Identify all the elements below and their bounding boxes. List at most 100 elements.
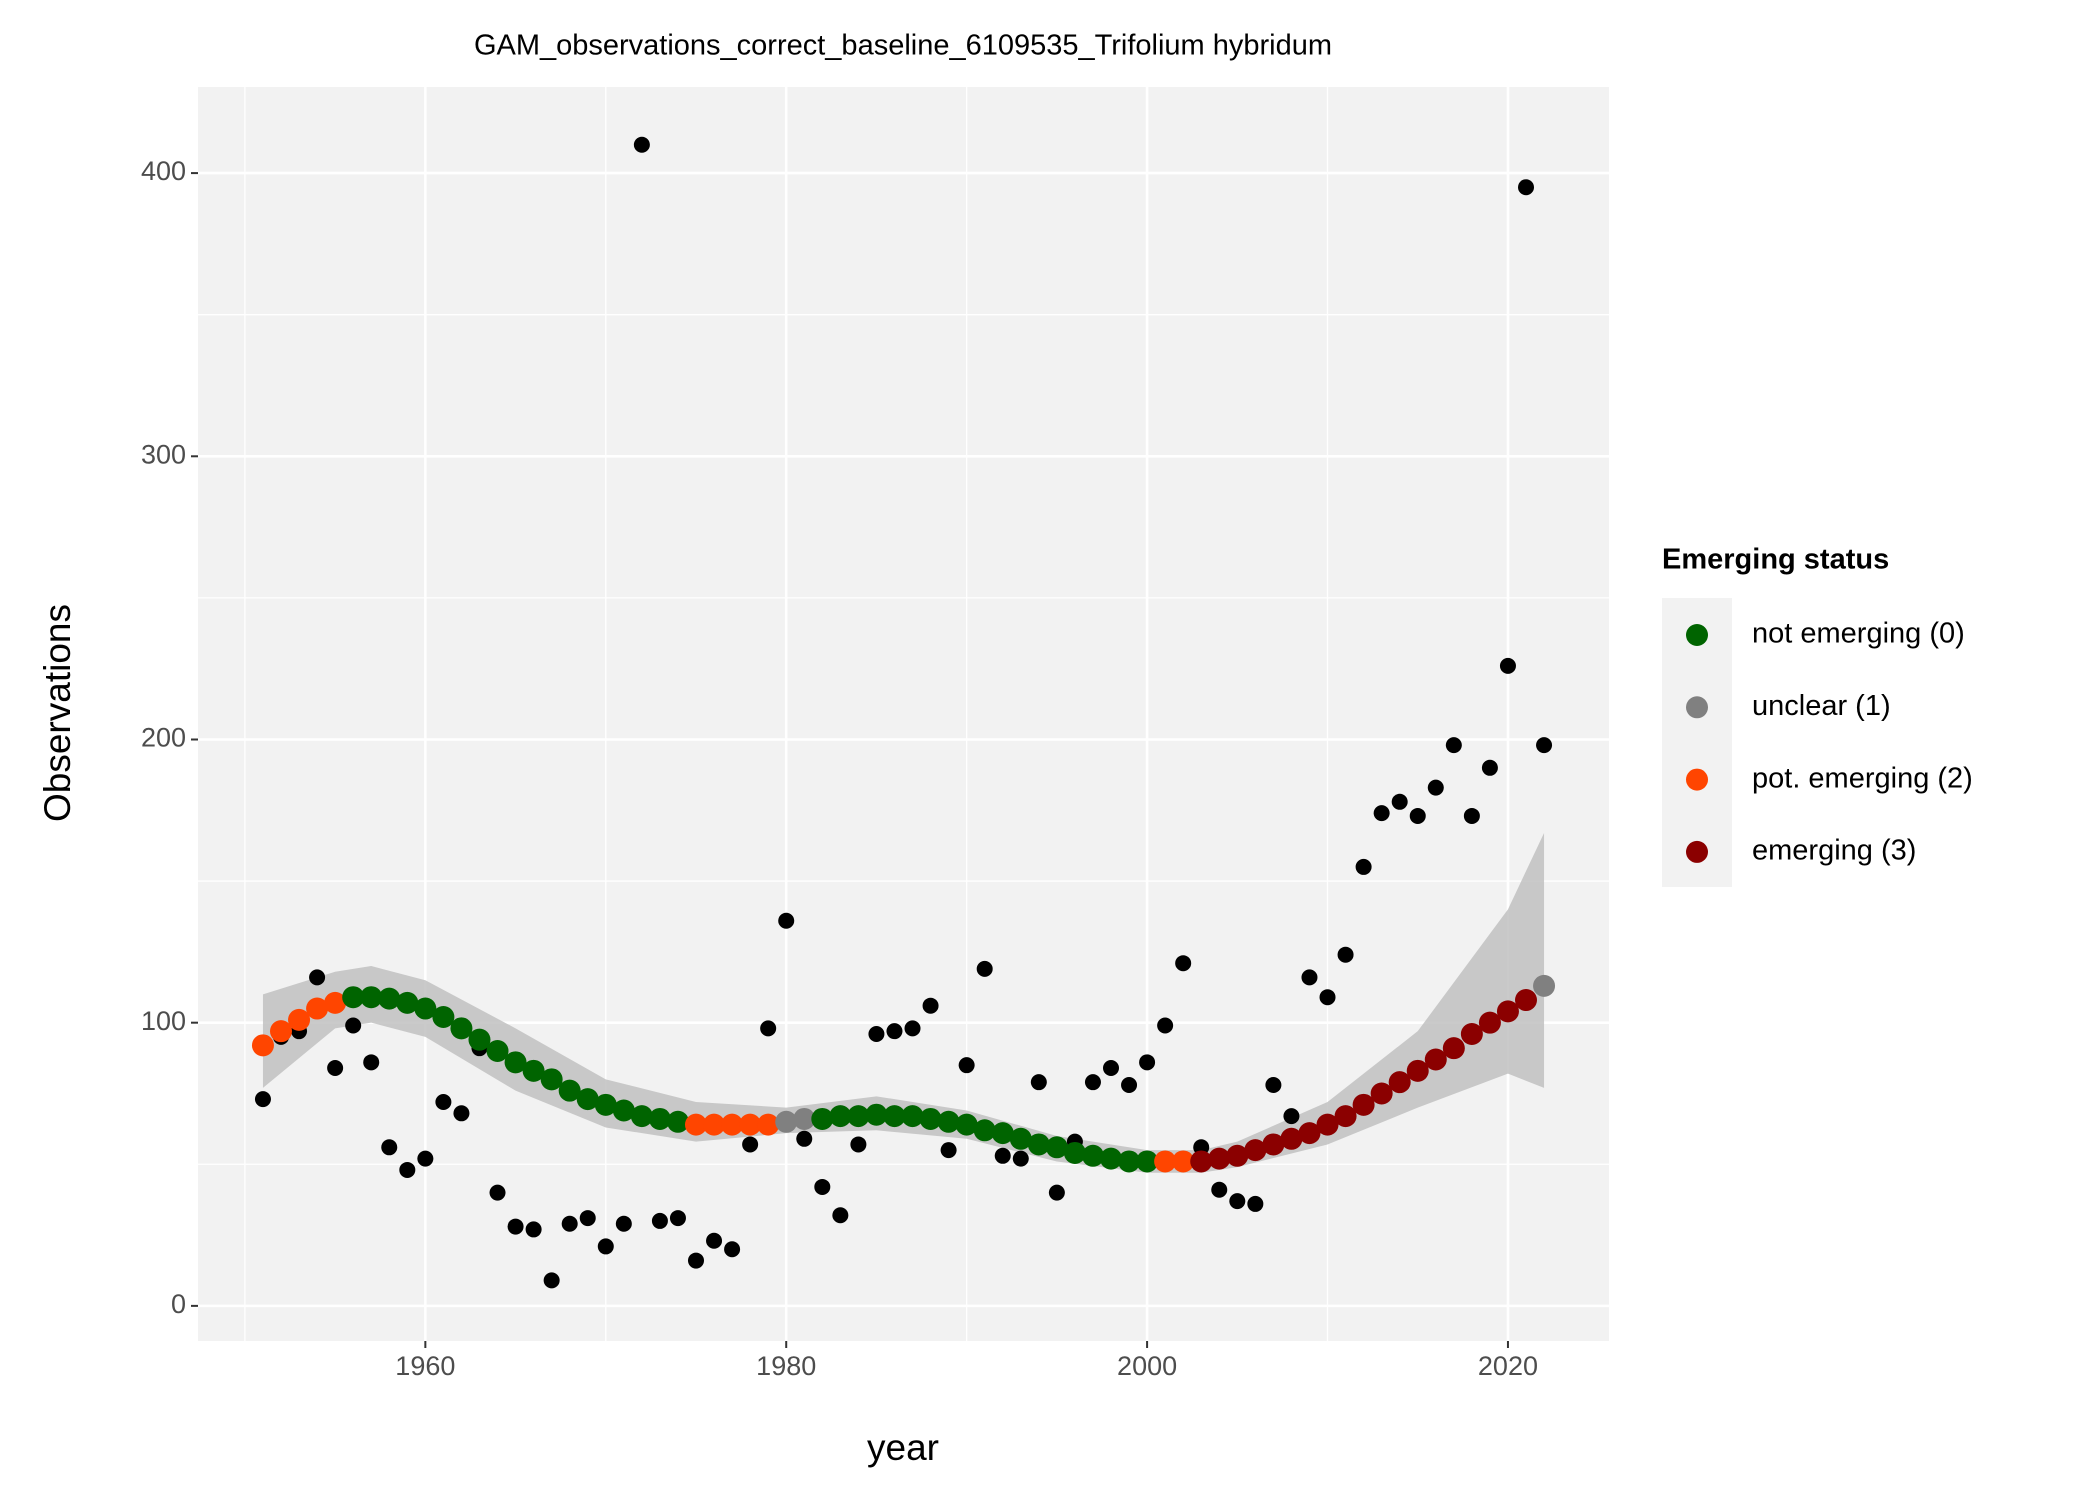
fitted-point bbox=[703, 1113, 726, 1136]
observation-point bbox=[1211, 1181, 1228, 1198]
observation-point bbox=[1139, 1054, 1156, 1071]
fitted-point bbox=[1136, 1150, 1159, 1173]
observation-point bbox=[399, 1161, 416, 1178]
fitted-point bbox=[1533, 974, 1556, 997]
observation-point bbox=[309, 969, 326, 986]
fitted-point bbox=[1081, 1144, 1104, 1167]
observation-point bbox=[543, 1272, 560, 1289]
x-tick-label: 2020 bbox=[1478, 1351, 1538, 1381]
confidence-band bbox=[262, 832, 1545, 1173]
observation-point bbox=[832, 1207, 849, 1224]
fitted-point bbox=[1334, 1105, 1357, 1128]
fitted-point bbox=[558, 1079, 581, 1102]
fitted-point bbox=[937, 1110, 960, 1133]
observation-point bbox=[1355, 858, 1372, 875]
fitted-point bbox=[1515, 989, 1537, 1012]
fitted-point bbox=[1478, 1011, 1501, 1034]
observation-point bbox=[1391, 793, 1408, 810]
y-tick-label: 0 bbox=[171, 1289, 186, 1319]
fitted-point bbox=[757, 1113, 780, 1136]
fitted-point bbox=[1154, 1150, 1177, 1173]
fitted-point bbox=[648, 1107, 671, 1130]
fitted-point bbox=[1370, 1082, 1393, 1105]
observation-point bbox=[1301, 969, 1318, 986]
observation-point bbox=[327, 1059, 344, 1076]
fitted-point bbox=[1172, 1150, 1195, 1173]
observation-point bbox=[1518, 179, 1534, 196]
fitted-point bbox=[306, 997, 329, 1020]
observation-point bbox=[1319, 989, 1336, 1006]
observation-point bbox=[1030, 1074, 1047, 1091]
observation-point bbox=[1084, 1074, 1101, 1091]
legend-label: emerging (3) bbox=[1752, 835, 1916, 867]
observation-point bbox=[994, 1147, 1011, 1164]
observation-point bbox=[1265, 1076, 1282, 1093]
fitted-point bbox=[1352, 1093, 1375, 1116]
observation-point bbox=[940, 1142, 957, 1159]
y-tick-label: 100 bbox=[141, 1006, 186, 1036]
observation-point bbox=[1337, 946, 1354, 963]
legend-key bbox=[1686, 624, 1708, 646]
observation-point bbox=[1103, 1059, 1119, 1076]
fitted-point bbox=[901, 1105, 924, 1128]
observation-point bbox=[1373, 805, 1390, 822]
x-axis-title: year bbox=[867, 1427, 939, 1468]
fitted-point bbox=[666, 1110, 689, 1133]
observation-point bbox=[1175, 955, 1192, 972]
fitted-point bbox=[1388, 1071, 1411, 1094]
fitted-point bbox=[1424, 1048, 1447, 1071]
fitted-point bbox=[594, 1093, 617, 1116]
fitted-point bbox=[1316, 1113, 1339, 1136]
observation-point bbox=[345, 1017, 362, 1034]
fitted-point bbox=[775, 1110, 798, 1133]
legend-key-background bbox=[1662, 598, 1732, 887]
fitted-point bbox=[576, 1088, 599, 1111]
x-tick-label: 1980 bbox=[756, 1351, 816, 1381]
observation-point bbox=[904, 1020, 921, 1037]
observation-point bbox=[1536, 737, 1553, 754]
observation-point bbox=[597, 1238, 614, 1255]
fitted-point bbox=[342, 986, 365, 1009]
fitted-point bbox=[1406, 1059, 1429, 1082]
fitted-point bbox=[847, 1105, 870, 1128]
observation-point bbox=[1121, 1076, 1138, 1093]
fitted-point bbox=[721, 1113, 744, 1136]
fitted-point bbox=[865, 1103, 888, 1126]
fitted-point bbox=[829, 1105, 852, 1128]
fitted-point bbox=[955, 1113, 978, 1136]
observation-point bbox=[1463, 807, 1480, 824]
observation-point bbox=[1427, 779, 1444, 796]
fitted-point bbox=[486, 1040, 509, 1063]
observation-point bbox=[489, 1184, 506, 1201]
observation-point bbox=[633, 136, 650, 153]
observation-point bbox=[1012, 1150, 1029, 1167]
observation-point bbox=[958, 1057, 975, 1074]
x-tick-label: 1960 bbox=[395, 1351, 455, 1381]
observation-point bbox=[1229, 1193, 1246, 1210]
observation-point bbox=[453, 1105, 470, 1122]
fitted-point bbox=[1280, 1127, 1303, 1150]
fitted-point bbox=[414, 997, 437, 1020]
fitted-point bbox=[793, 1107, 816, 1130]
fitted-point bbox=[1027, 1133, 1050, 1156]
observation-point bbox=[1499, 657, 1516, 674]
observation-point bbox=[417, 1150, 434, 1167]
observation-point bbox=[435, 1093, 452, 1110]
legend-title: Emerging status bbox=[1662, 544, 1889, 576]
fitted-point bbox=[1100, 1147, 1122, 1170]
fitted-point bbox=[270, 1020, 292, 1043]
observation-point bbox=[706, 1232, 723, 1249]
observation-point bbox=[254, 1091, 271, 1108]
fitted-point bbox=[1063, 1141, 1086, 1164]
fitted-point bbox=[450, 1017, 473, 1040]
observation-point bbox=[579, 1210, 596, 1227]
fitted-point bbox=[919, 1107, 942, 1130]
observation-point bbox=[669, 1210, 686, 1227]
fitted-point bbox=[739, 1113, 762, 1136]
observation-point bbox=[1048, 1184, 1065, 1201]
observation-point bbox=[507, 1218, 524, 1235]
observation-point bbox=[1247, 1195, 1264, 1212]
chart-title: GAM_observations_correct_baseline_610953… bbox=[474, 30, 1332, 62]
observation-point bbox=[1409, 807, 1426, 824]
